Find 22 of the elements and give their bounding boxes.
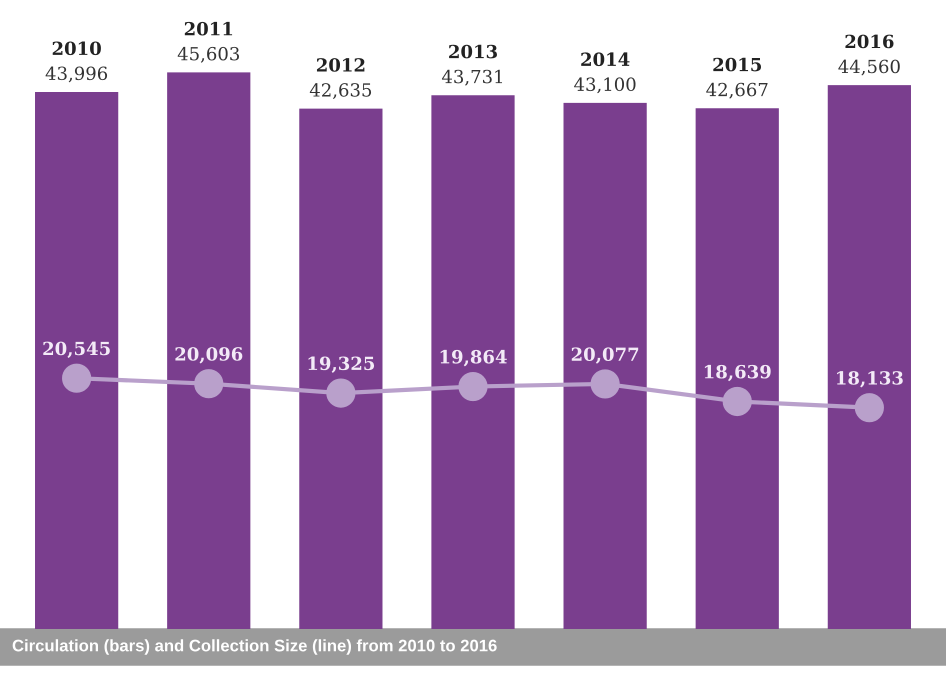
data-label: 43,731 <box>442 70 502 86</box>
data-label: 18,639 <box>704 364 771 382</box>
text: Circulation (bars) and Collection Size (line) from 2010 to 2016 <box>12 639 497 655</box>
x-tick-label: 2011 <box>184 22 232 36</box>
data-label: 18,133 <box>837 371 903 388</box>
x-tick-label: 2012 <box>316 58 364 72</box>
data-label: 19,325 <box>308 356 374 373</box>
data-label: 20,077 <box>572 347 638 364</box>
x-tick-label: 2013 <box>449 44 497 58</box>
x-tick-label: 2015 <box>713 58 762 72</box>
data-label: 20,545 <box>43 342 110 358</box>
data-label: 19,864 <box>440 350 507 366</box>
data-label: 45,603 <box>178 46 240 63</box>
data-label: 20,096 <box>175 347 242 364</box>
x-tick-label: 2014 <box>581 52 630 66</box>
x-tick-label: 2010 <box>52 41 101 56</box>
data-label: 42,635 <box>310 83 372 99</box>
data-label: 44,560 <box>838 60 900 76</box>
data-label: 43,996 <box>46 66 108 82</box>
data-label: 42,667 <box>706 82 768 99</box>
data-label: 43,100 <box>574 77 636 94</box>
x-tick-label: 2016 <box>845 34 894 48</box>
